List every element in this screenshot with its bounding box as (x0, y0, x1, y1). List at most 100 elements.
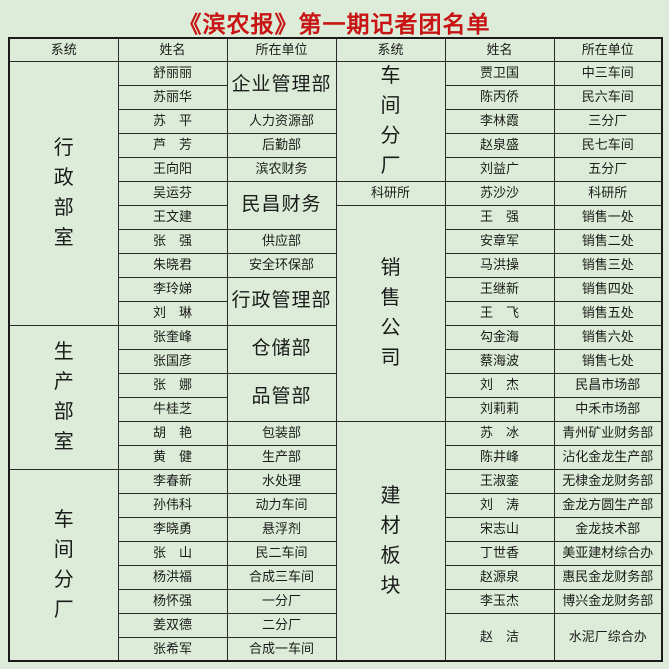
name-cell-left: 刘 琳 (117, 300, 228, 326)
unit-cell-left: 悬浮剂 (226, 516, 337, 542)
name-cell-left: 王文建 (117, 204, 228, 230)
name-cell-left: 朱晓君 (117, 252, 228, 278)
name-cell-left: 张国彦 (117, 348, 228, 374)
name-cell-right: 王 飞 (444, 300, 555, 326)
section-vertical-label: 销售公司 (380, 257, 401, 369)
name-cell-right: 苏 冰 (444, 420, 555, 446)
unit-cell-left: 安全环保部 (226, 252, 337, 278)
name-cell-right: 李玉杰 (444, 588, 555, 614)
name-cell-right: 蔡海波 (444, 348, 555, 374)
unit-cell-left: 民二车间 (226, 540, 337, 566)
table-row: 李玲娣 行政管理部 王继新 销售四处 (9, 276, 663, 326)
table-row: 王向阳 滨农财务 刘益广 五分厂 (9, 156, 663, 182)
unit-cell-right: 销售二处 (553, 228, 663, 254)
unit-cell-right: 水泥厂综合办 (553, 612, 663, 662)
name-cell-left: 李晓勇 (117, 516, 228, 542)
unit-cell-right: 青州矿业财务部 (553, 420, 663, 446)
name-cell-right: 赵 洁 (444, 612, 555, 662)
table-row: 芦 芳后勤部 赵泉盛 民七车间 (9, 132, 663, 158)
section-cell-right: 科研所 (335, 180, 446, 206)
unit-cell-left: 仓储部 (226, 324, 337, 374)
name-cell-right: 陈丙侨 (444, 84, 555, 110)
unit-cell-left: 合成一车间 (226, 636, 337, 662)
unit-cell-left: 行政管理部 (226, 276, 337, 326)
table-row: 张希军 合成一车间 (9, 636, 662, 662)
name-cell-left: 苏 平 (117, 108, 228, 134)
name-cell-left: 李春新 (117, 468, 228, 494)
name-cell-left: 张 娜 (117, 372, 228, 398)
unit-cell-right: 金龙技术部 (553, 516, 663, 542)
header-system-left: 系统 (8, 37, 119, 62)
unit-cell-left: 企业管理部 (226, 60, 337, 110)
name-cell-right: 赵泉盛 (444, 132, 555, 158)
unit-cell-left: 滨农财务 (226, 156, 337, 182)
unit-cell-left: 二分厂 (226, 612, 337, 638)
unit-cell-right: 科研所 (553, 180, 663, 206)
unit-cell-right: 销售一处 (553, 204, 663, 230)
name-cell-right: 陈井峰 (444, 444, 555, 470)
unit-cell-right: 销售三处 (553, 252, 663, 278)
name-cell-right: 安章军 (444, 228, 555, 254)
name-cell-right: 勾金海 (444, 324, 555, 350)
unit-cell-right: 民昌市场部 (553, 372, 663, 398)
name-cell-left: 张 山 (117, 540, 228, 566)
table-row: 刘 琳 王 飞销售五处 (9, 300, 663, 326)
unit-cell-right: 博兴金龙财务部 (553, 588, 663, 614)
unit-cell-right: 销售四处 (553, 276, 663, 302)
unit-cell-right: 销售五处 (553, 300, 663, 326)
unit-cell-right: 销售六处 (553, 324, 663, 350)
section-vertical-label: 车间分厂 (53, 508, 74, 621)
name-cell-right: 贾卫国 (444, 60, 555, 86)
name-cell-left: 杨洪福 (117, 564, 228, 590)
header-name-left: 姓名 (117, 37, 228, 62)
section-cell-left: 生产部室 (8, 324, 119, 470)
unit-cell-left: 民昌财务 (226, 180, 337, 230)
table-row: 车间分厂 李春新 水处理 王淑銮 无棣金龙财务部 (8, 468, 663, 662)
header-unit-right: 所在单位 (553, 37, 663, 62)
name-cell-right: 马洪操 (444, 252, 555, 278)
unit-cell-right: 金龙方圆生产部 (553, 492, 663, 518)
unit-cell-right: 民六车间 (553, 84, 663, 110)
name-cell-left: 舒丽丽 (117, 60, 228, 86)
table-row: 李晓勇 悬浮剂 宋志山 金龙技术部 (9, 516, 663, 542)
name-cell-left: 芦 芳 (117, 132, 228, 158)
name-cell-right: 刘 杰 (444, 372, 555, 398)
unit-cell-right: 民七车间 (553, 132, 663, 158)
unit-cell-left: 水处理 (226, 468, 337, 494)
unit-cell-right: 三分厂 (553, 108, 663, 134)
header-system-right: 系统 (335, 37, 446, 62)
name-cell-left: 吴运芬 (117, 180, 228, 206)
unit-cell-left: 生产部 (226, 444, 337, 470)
name-cell-left: 杨怀强 (117, 588, 228, 614)
name-cell-left: 张奎峰 (117, 324, 228, 350)
section-cell-right: 建材板块 (335, 420, 446, 662)
name-cell-right: 宋志山 (444, 516, 555, 542)
section-vertical-label: 生产部室 (53, 341, 74, 453)
table-row: 张 娜品管部 刘 杰民昌市场部 (9, 372, 663, 422)
unit-cell-right: 美亚建材综合办 (553, 540, 663, 566)
unit-cell-left: 人力资源部 (226, 108, 337, 134)
unit-cell-left: 动力车间 (226, 492, 337, 518)
page-title: 《滨农报》第一期记者团名单 (178, 11, 491, 37)
unit-cell-right: 中禾市场部 (553, 396, 663, 422)
section-cell-right: 销售公司 (335, 204, 446, 422)
unit-cell-right: 销售七处 (553, 348, 663, 374)
table-row: 姜双德 二分厂 赵 洁水泥厂综合办 (9, 612, 663, 662)
name-cell-left: 孙伟科 (117, 492, 228, 518)
table-row: 孙伟科 动力车间 刘 涛金龙方圆生产部 (9, 492, 663, 518)
unit-cell-right: 惠民金龙财务部 (553, 564, 663, 590)
name-cell-left: 张 强 (117, 228, 228, 254)
name-cell-right: 刘 涛 (444, 492, 555, 518)
name-cell-right: 苏沙沙 (444, 180, 555, 206)
table-row: 朱晓君 安全环保部 马洪操 销售三处 (9, 252, 663, 278)
section-cell-left: 车间分厂 (8, 468, 119, 662)
name-cell-right: 王淑銮 (444, 468, 555, 494)
name-cell-right: 赵源泉 (444, 564, 555, 590)
name-cell-right: 王继新 (444, 276, 555, 302)
table-row: 胡 艳包装部建材板块 苏 冰青州矿业财务部 (9, 420, 663, 662)
name-cell-right: 刘莉莉 (444, 396, 555, 422)
section-vertical-label: 行政部室 (53, 137, 74, 249)
table-row: 吴运芬 民昌财务 科研所 苏沙沙 科研所 (9, 180, 663, 230)
name-cell-right: 李林霞 (444, 108, 555, 134)
unit-cell-left: 包装部 (226, 420, 337, 446)
